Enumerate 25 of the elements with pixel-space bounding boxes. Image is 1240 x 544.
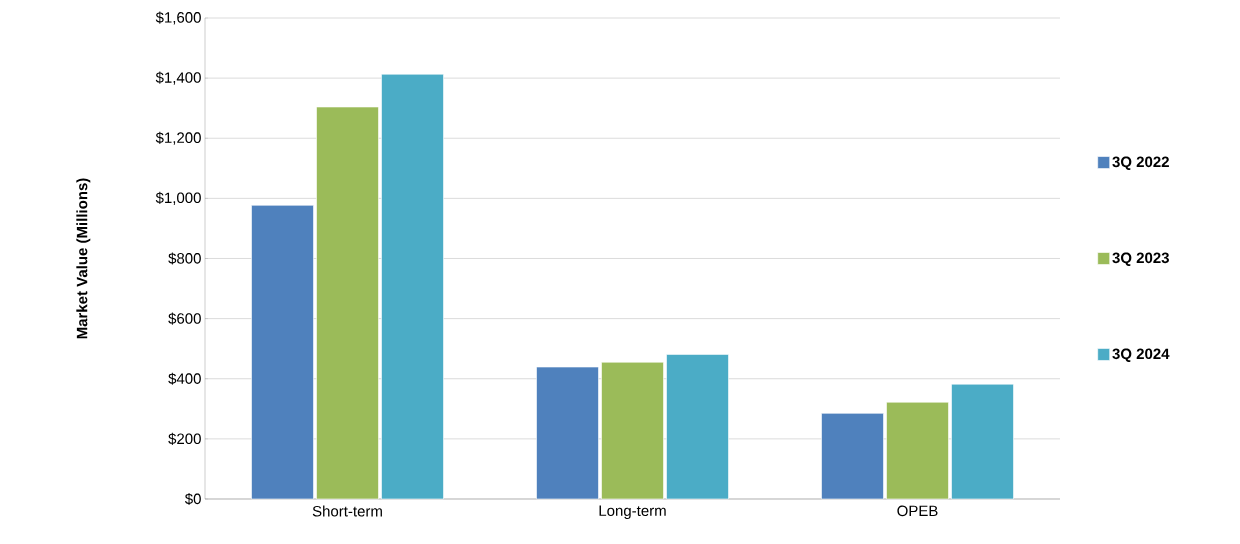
y-tick-label: $400 — [168, 372, 201, 385]
bar — [821, 413, 884, 500]
bar — [951, 383, 1014, 500]
y-axis-title: Market Value (Millions) — [76, 178, 91, 339]
x-tick-label: Long-term — [599, 505, 666, 519]
legend-label: 3Q 2024 — [1112, 348, 1170, 362]
y-tick-label: $0 — [184, 492, 201, 506]
bar — [601, 361, 664, 500]
x-tick-label: OPEB — [897, 505, 938, 517]
legend-label: 3Q 2023 — [1112, 252, 1169, 266]
bar — [886, 401, 949, 500]
y-tick-label: $1,600 — [155, 11, 201, 25]
bar — [316, 106, 379, 500]
bar — [536, 366, 599, 500]
y-tick-label: $600 — [168, 312, 201, 325]
y-tick-label: $200 — [168, 432, 201, 445]
y-tick-label: $1,000 — [155, 191, 201, 205]
y-tick-label: $800 — [168, 252, 201, 265]
legend-label: 3Q 2022 — [1112, 156, 1169, 170]
x-tick-label: Short-term — [312, 505, 382, 517]
bar — [666, 354, 729, 500]
y-tick-label: $1,200 — [155, 131, 201, 145]
y-tick-label: $1,400 — [155, 71, 201, 85]
bar — [381, 73, 444, 500]
bar — [251, 204, 314, 500]
